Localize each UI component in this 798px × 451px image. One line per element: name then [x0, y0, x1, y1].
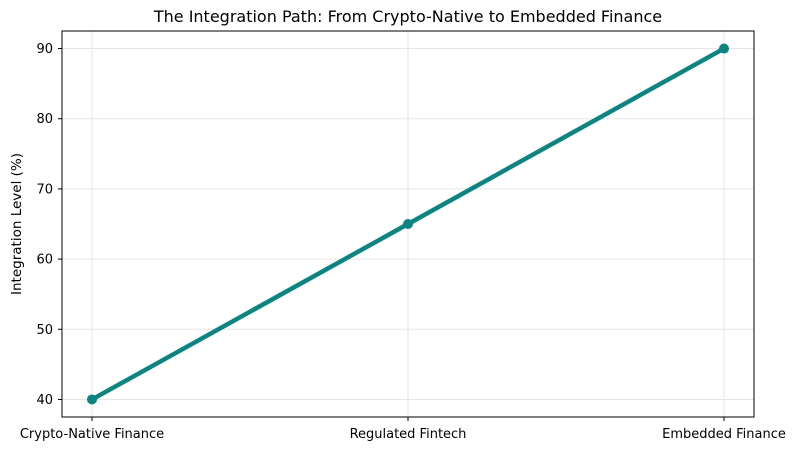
x-tick-label: Embedded Finance: [662, 427, 786, 442]
y-tick-label: 40: [36, 393, 53, 408]
data-point-marker: [403, 219, 413, 229]
y-tick-label: 60: [36, 253, 53, 268]
x-tick-label: Regulated Fintech: [350, 427, 467, 442]
data-point-marker: [719, 43, 729, 54]
y-tick-label: 80: [36, 112, 53, 127]
chart-title: The Integration Path: From Crypto-Native…: [153, 7, 663, 26]
data-point-marker: [87, 394, 97, 405]
y-tick-label: 90: [36, 42, 53, 57]
y-tick-label: 50: [36, 323, 53, 338]
x-tick-label: Crypto-Native Finance: [20, 427, 164, 442]
y-tick-label: 70: [36, 182, 53, 197]
